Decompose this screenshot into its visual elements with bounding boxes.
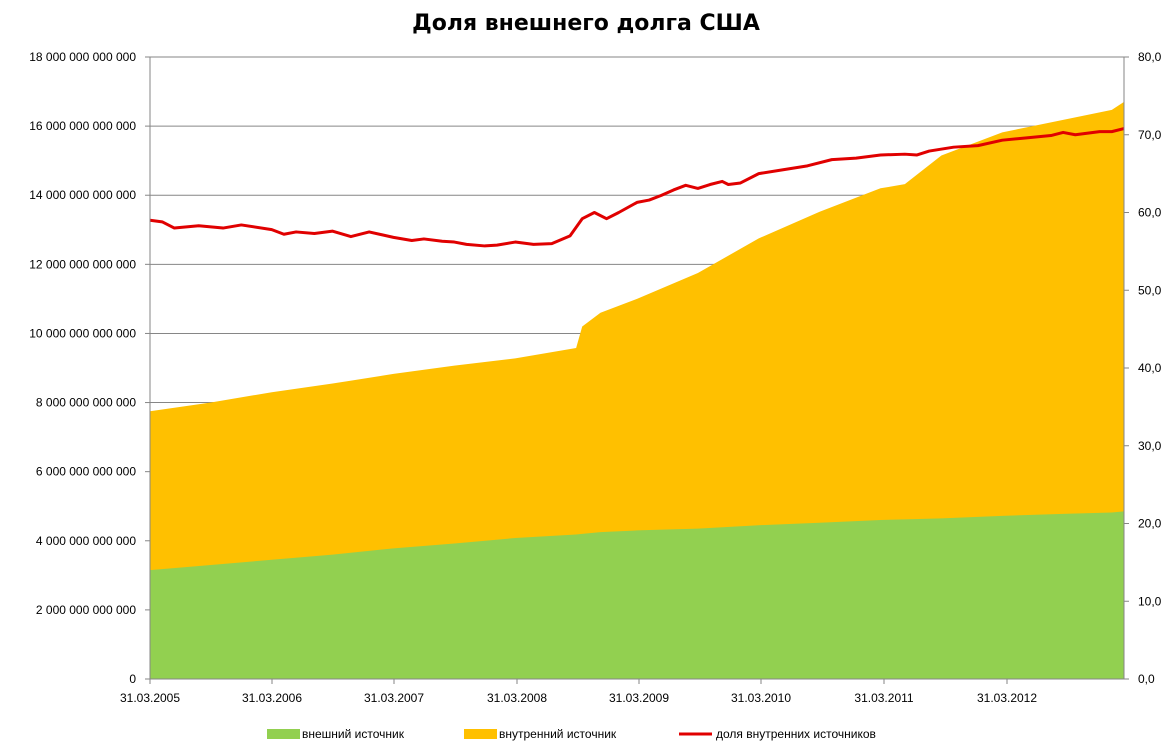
y-left-tick-label: 12 000 000 000 000 xyxy=(29,257,136,271)
y-axis-left: 0 2 000 000 000 000 4 000 000 000 000 6 000… xyxy=(29,50,150,686)
x-tick-label: 31.03.2006 xyxy=(242,691,302,705)
line-series-layer xyxy=(149,127,1125,248)
y-left-tick-label: 18 000 000 000 000 xyxy=(29,50,136,64)
y-left-tick-label: 10 000 000 000 000 xyxy=(29,326,136,340)
legend-swatch xyxy=(267,729,300,739)
legend-swatch xyxy=(464,729,497,739)
y-right-tick-label: 80,0 xyxy=(1138,50,1162,64)
y-left-tick-label: 8 000 000 000 000 xyxy=(36,396,136,410)
y-right-tick-label: 30,0 xyxy=(1138,439,1162,453)
x-axis: 31.03.2005 31.03.2006 31.03.2007 31.03.2008… xyxy=(120,679,1037,705)
line-internal-share xyxy=(149,127,1125,248)
x-tick-label: 31.03.2008 xyxy=(487,691,547,705)
y-right-tick-label: 0,0 xyxy=(1138,672,1155,686)
y-right-tick-label: 70,0 xyxy=(1138,128,1162,142)
x-tick-label: 31.03.2009 xyxy=(609,691,669,705)
y-right-tick-label: 40,0 xyxy=(1138,361,1162,375)
legend-item: внешний источник xyxy=(267,727,405,741)
y-left-tick-label: 4 000 000 000 000 xyxy=(36,534,136,548)
y-right-tick-label: 10,0 xyxy=(1138,594,1162,608)
y-right-tick-label: 50,0 xyxy=(1138,283,1162,297)
legend-item: доля внутренних источников xyxy=(679,727,876,741)
area-external-source xyxy=(150,511,1124,679)
y-right-tick-label: 60,0 xyxy=(1138,206,1162,220)
y-left-tick-label: 6 000 000 000 000 xyxy=(36,465,136,479)
y-axis-right: 0,0 10,0 20,0 30,0 40,0 50,0 60,0 70,0 80,0 xyxy=(1124,50,1162,686)
plot-area xyxy=(150,101,1124,679)
legend: внешний источник внутренний источник доля … xyxy=(267,727,876,741)
legend-label: внешний источник xyxy=(302,727,405,741)
x-tick-label: 31.03.2011 xyxy=(854,691,913,705)
y-left-tick-label: 16 000 000 000 000 xyxy=(29,119,136,133)
legend-item: внутренний источник xyxy=(464,727,617,741)
y-left-tick-label: 14 000 000 000 000 xyxy=(29,188,136,202)
chart-title: Доля внешнего долга США xyxy=(412,11,760,36)
y-right-tick-label: 20,0 xyxy=(1138,517,1162,531)
x-tick-label: 31.03.2012 xyxy=(977,691,1037,705)
x-tick-label: 31.03.2007 xyxy=(364,691,424,705)
x-tick-label: 31.03.2010 xyxy=(731,691,791,705)
y-left-tick-label: 2 000 000 000 000 xyxy=(36,603,136,617)
x-tick-label: 31.03.2005 xyxy=(120,691,180,705)
legend-label: доля внутренних источников xyxy=(716,727,876,741)
y-left-tick-label: 0 xyxy=(129,672,136,686)
legend-label: внутренний источник xyxy=(499,727,617,741)
